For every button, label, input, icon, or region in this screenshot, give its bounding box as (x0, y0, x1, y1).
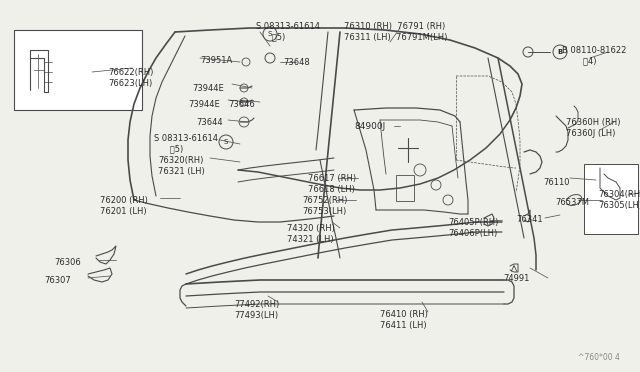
Text: 76307: 76307 (44, 276, 71, 285)
Text: 76360H (RH)
76360J (LH): 76360H (RH) 76360J (LH) (566, 118, 621, 138)
Text: 76310 (RH)  76791 (RH)
76311 (LH)  76791M(LH): 76310 (RH) 76791 (RH) 76311 (LH) 76791M(… (344, 22, 447, 42)
Text: 73944E: 73944E (188, 100, 220, 109)
Text: 77492(RH)
77493(LH): 77492(RH) 77493(LH) (234, 300, 279, 320)
Text: 76405P(RH)
76406P(LH): 76405P(RH) 76406P(LH) (448, 218, 499, 238)
Text: 76537M: 76537M (555, 198, 589, 207)
Text: 74991: 74991 (503, 274, 529, 283)
Text: 84900J: 84900J (354, 122, 385, 131)
Text: 73646: 73646 (228, 100, 255, 109)
Bar (396, 175, 414, 201)
Text: 73644: 73644 (196, 118, 223, 127)
Text: ^760*00 4: ^760*00 4 (578, 353, 620, 362)
Text: 76617 (RH)
76618 (LH): 76617 (RH) 76618 (LH) (308, 174, 356, 194)
Text: S 08313-61614
      〸5): S 08313-61614 〸5) (154, 134, 218, 154)
Bar (14, 30, 142, 110)
Text: S: S (224, 139, 228, 145)
Bar (584, 164, 638, 234)
Text: 76110: 76110 (543, 178, 570, 187)
Text: B 08110-81622
        〸4): B 08110-81622 〸4) (562, 46, 627, 66)
Text: S 08313-61614
      〸5): S 08313-61614 〸5) (256, 22, 320, 42)
Text: 73944E: 73944E (192, 84, 224, 93)
Text: B: B (557, 49, 563, 55)
Text: 76341: 76341 (516, 215, 543, 224)
Text: 76320(RH)
76321 (LH): 76320(RH) 76321 (LH) (158, 156, 205, 176)
Text: 76304(RH)
76305(LH): 76304(RH) 76305(LH) (598, 190, 640, 210)
Text: S: S (268, 31, 272, 37)
Text: 76200 (RH)
76201 (LH): 76200 (RH) 76201 (LH) (100, 196, 148, 216)
Text: 76410 (RH)
76411 (LH): 76410 (RH) 76411 (LH) (380, 310, 428, 330)
Text: 76622(RH)
76623(LH): 76622(RH) 76623(LH) (108, 68, 154, 88)
Text: 74320 (RH)
74321 (LH): 74320 (RH) 74321 (LH) (287, 224, 335, 244)
Text: 76752(RH)
76753(LH): 76752(RH) 76753(LH) (302, 196, 348, 216)
Text: 76306: 76306 (54, 258, 81, 267)
Text: 73951A: 73951A (200, 56, 232, 65)
Text: 73648: 73648 (283, 58, 310, 67)
